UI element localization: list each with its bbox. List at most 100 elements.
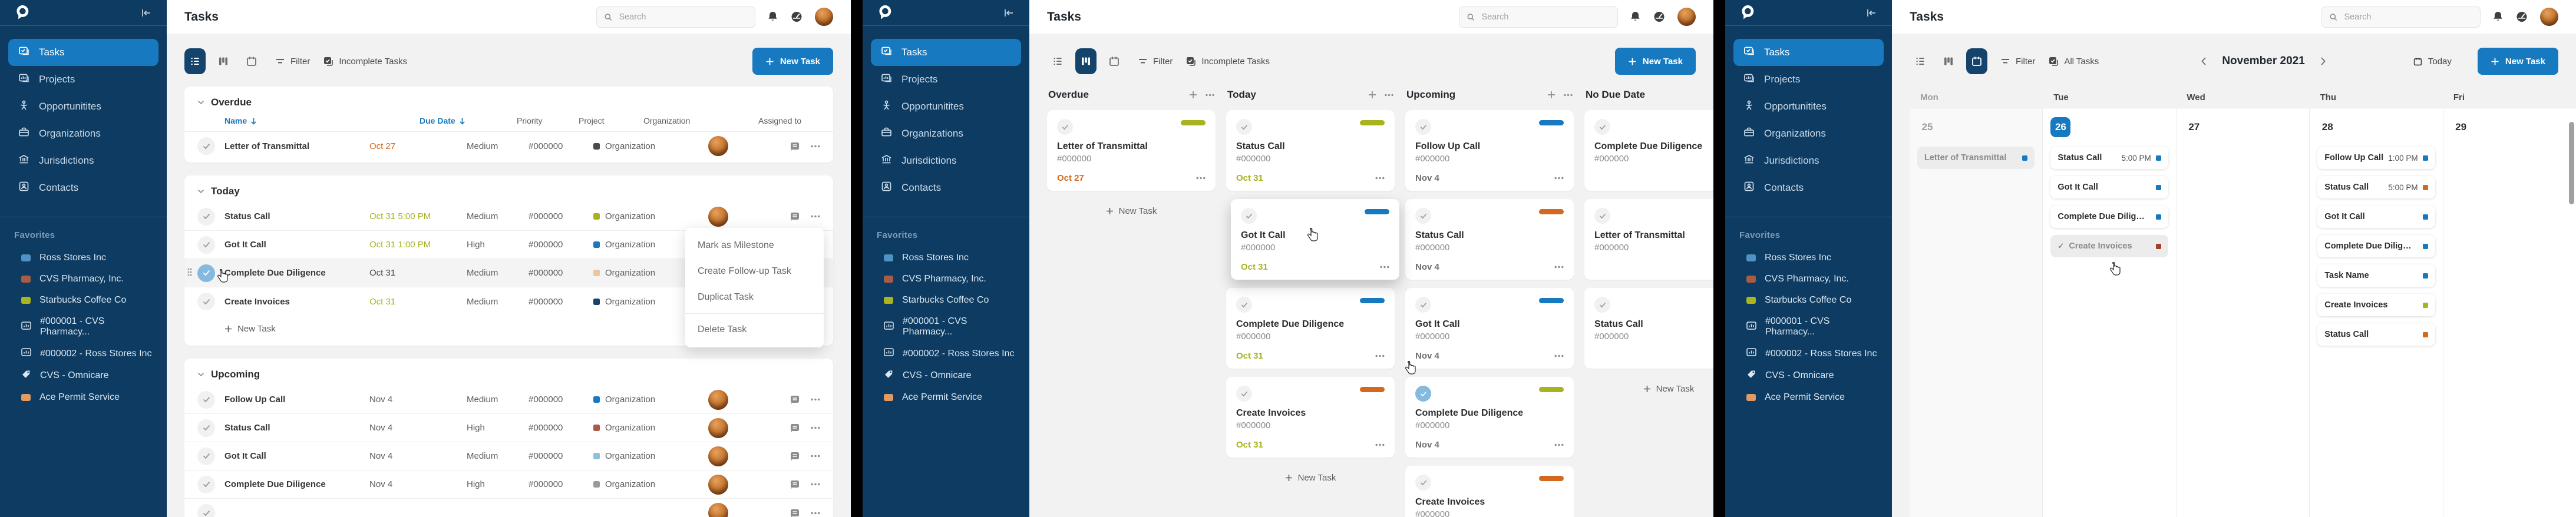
column-name[interactable]: Name [224, 116, 420, 125]
complete-checkbox[interactable] [1594, 208, 1610, 224]
column-due-date[interactable]: Due Date [420, 116, 517, 125]
complete-checkbox[interactable] [1415, 386, 1431, 402]
complete-checkbox[interactable] [1236, 297, 1252, 313]
filter-button[interactable]: Filter [1138, 57, 1173, 67]
column-organization[interactable]: Organization [643, 116, 691, 125]
sidebar-item-organizations[interactable]: Organizations [1733, 120, 1884, 147]
task-row[interactable] [184, 499, 833, 517]
add-task-link[interactable]: New Task [184, 316, 833, 343]
complete-checkbox[interactable] [197, 207, 215, 226]
task-row[interactable]: Complete Due Diligence Nov 4 High #00000… [184, 470, 833, 499]
row-menu-icon[interactable] [811, 426, 820, 429]
complete-checkbox[interactable] [1415, 297, 1431, 313]
dashboard-icon[interactable] [790, 11, 803, 23]
column-priority[interactable]: Priority [517, 116, 543, 125]
calendar-view-button[interactable] [1104, 48, 1125, 74]
calendar-event[interactable]: ✓ Status Call 5:00 PM [2317, 176, 2435, 198]
section-toggle[interactable]: Upcoming [184, 361, 833, 386]
sidebar-item-projects[interactable]: Projects [1733, 66, 1884, 93]
sidebar-item-organizations[interactable]: Organizations [8, 120, 158, 147]
sidebar-item-contacts[interactable]: Contacts [1733, 174, 1884, 201]
complete-checkbox[interactable] [197, 390, 215, 409]
card-menu-icon[interactable] [1554, 354, 1564, 357]
complete-checkbox[interactable] [197, 419, 215, 437]
favorite-item[interactable]: Ace Permit Service [1739, 387, 1878, 408]
notifications-icon[interactable] [2492, 11, 2504, 23]
add-task-link[interactable]: New Task [1226, 466, 1395, 490]
task-card[interactable]: Status Call #000000 [1584, 288, 1713, 369]
complete-checkbox[interactable] [197, 504, 215, 517]
complete-checkbox[interactable] [1594, 297, 1610, 313]
add-task-link[interactable]: New Task [1584, 377, 1713, 401]
drag-handle-icon[interactable] [187, 267, 193, 279]
search-input[interactable] [2321, 6, 2481, 28]
assignee-avatar[interactable] [708, 206, 728, 227]
card-menu-icon[interactable] [1196, 177, 1206, 180]
calendar-day-column[interactable]: 26 ✓ Status Call 5:00 PM ✓ Got It Call [2043, 108, 2177, 517]
sidebar-item-contacts[interactable]: Contacts [8, 174, 158, 201]
today-button[interactable]: Today [2413, 57, 2452, 67]
complete-checkbox[interactable] [1241, 208, 1257, 224]
section-toggle[interactable]: Today [184, 178, 833, 203]
favorite-item[interactable]: Starbucks Coffee Co [1739, 290, 1878, 311]
comment-icon[interactable] [790, 508, 800, 517]
favorite-item[interactable]: CVS Pharmacy, Inc. [14, 269, 153, 290]
card-menu-icon[interactable] [1375, 443, 1385, 446]
task-card[interactable]: Letter of Transmittal #000000 Oct 27 [1047, 110, 1216, 191]
sidebar-item-tasks[interactable]: Tasks [8, 39, 158, 66]
comment-icon[interactable] [790, 479, 800, 489]
dashboard-icon[interactable] [2515, 11, 2528, 23]
new-task-button[interactable]: New Task [752, 48, 833, 75]
task-row[interactable]: Status Call Oct 31 5:00 PM Medium #00000… [184, 203, 833, 231]
assignee-avatar[interactable] [708, 446, 728, 466]
calendar-day-column[interactable]: 28 ✓ Follow Up Call 1:00 PM ✓ Status Cal… [2310, 108, 2443, 517]
scope-button[interactable]: All Tasks [2048, 56, 2099, 67]
calendar-event[interactable]: ✓ Task Name [2317, 264, 2435, 287]
new-task-button[interactable]: New Task [1614, 48, 1696, 75]
task-row[interactable]: Follow Up Call Nov 4 Medium #000000 Orga… [184, 386, 833, 414]
menu-item-duplicate[interactable]: Duplicat Task [698, 292, 754, 302]
favorite-item[interactable]: CVS - Omnicare [1739, 364, 1878, 387]
sidebar-item-projects[interactable]: Projects [871, 66, 1021, 93]
sidebar-collapse-icon[interactable] [140, 7, 153, 19]
complete-checkbox[interactable] [1415, 119, 1431, 135]
task-card[interactable]: Got It Call #000000 Oct 31 [1231, 199, 1399, 280]
filter-button[interactable]: Filter [275, 57, 310, 67]
complete-checkbox[interactable] [197, 293, 215, 310]
sidebar-item-projects[interactable]: Projects [8, 66, 158, 93]
row-menu-icon[interactable] [811, 398, 820, 401]
assignee-avatar[interactable] [708, 136, 728, 156]
dashboard-icon[interactable] [1653, 11, 1666, 23]
menu-item-mark-milestone[interactable]: Mark as Milestone [698, 240, 774, 250]
calendar-event[interactable]: ✓ Complete Due Diligence [2050, 206, 2168, 228]
complete-checkbox[interactable] [1236, 119, 1252, 135]
next-month-icon[interactable] [2320, 57, 2326, 66]
column-assigned-to[interactable]: Assigned to [758, 116, 802, 125]
add-card-icon[interactable] [1547, 91, 1555, 99]
favorite-item[interactable]: CVS - Omnicare [14, 364, 153, 387]
column-menu-icon[interactable] [1564, 94, 1573, 97]
column-menu-icon[interactable] [1206, 94, 1214, 97]
notifications-icon[interactable] [1630, 11, 1641, 23]
sidebar-item-tasks[interactable]: Tasks [1733, 39, 1884, 66]
favorite-item[interactable]: CVS Pharmacy, Inc. [1739, 269, 1878, 290]
board-view-button[interactable] [213, 48, 234, 74]
complete-checkbox[interactable] [197, 236, 215, 254]
sidebar-item-tasks[interactable]: Tasks [871, 39, 1021, 66]
calendar-event[interactable]: ✓ Status Call 5:00 PM [2050, 147, 2168, 169]
calendar-event[interactable]: ✓ Create Invoices [2317, 294, 2435, 316]
assignee-avatar[interactable] [708, 389, 728, 410]
scope-button[interactable]: Incomplete Tasks [323, 56, 407, 67]
assignee-avatar[interactable] [708, 474, 728, 495]
sidebar-collapse-icon[interactable] [1002, 7, 1015, 19]
column-project[interactable]: Project [579, 116, 605, 125]
calendar-event[interactable]: ✓ Follow Up Call 1:00 PM [2317, 147, 2435, 169]
favorite-item[interactable]: CVS Pharmacy, Inc. [877, 269, 1015, 290]
sidebar-item-jurisdictions[interactable]: Jurisdictions [871, 147, 1021, 174]
calendar-view-button[interactable] [1966, 48, 1987, 74]
task-card[interactable]: Create Invoices #000000 [1405, 466, 1574, 517]
section-toggle[interactable]: Overdue [184, 89, 833, 114]
board-view-button[interactable] [1938, 48, 1959, 74]
favorite-item[interactable]: Starbucks Coffee Co [14, 290, 153, 311]
menu-item-delete[interactable]: Delete Task [698, 324, 747, 334]
